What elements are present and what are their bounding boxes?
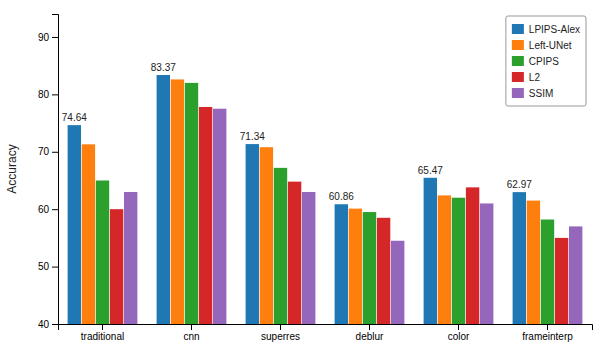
legend-swatch: [512, 24, 524, 34]
bar: [452, 198, 465, 324]
x-tick-mark: [191, 324, 192, 330]
bar: [391, 241, 404, 324]
bar: [157, 75, 170, 324]
y-tick: 40: [38, 319, 58, 330]
bar: [335, 204, 348, 324]
y-tick: 90: [38, 32, 58, 43]
legend-box: [506, 16, 586, 106]
plot-area: 74.64 83.37 71.34 60.86 65.47 62.97 40 50 60 70 80…: [38, 15, 593, 343]
y-tick-mark: [52, 324, 58, 325]
x-tick-label: deblur: [356, 331, 384, 342]
bar: [363, 212, 376, 324]
y-tick-label: 80: [38, 89, 50, 100]
chart: 74.64 83.37 71.34 60.86 65.47 62.97 40 50 60 70 80…: [0, 0, 604, 354]
x-tick-label: cnn: [183, 331, 199, 342]
legend-label: CPIPS: [529, 56, 559, 67]
bars: [68, 75, 583, 324]
x-tick-mark: [102, 324, 103, 330]
y-axis: 40 50 60 70 80 90: [38, 15, 59, 330]
y-tick-label: 90: [38, 32, 50, 43]
bar: [171, 79, 184, 324]
data-label: 74.64: [62, 112, 87, 123]
legend-label: L2: [529, 72, 541, 83]
x-tick: superres: [261, 324, 300, 342]
y-tick-mark: [52, 209, 58, 210]
x-tick-label: color: [448, 331, 470, 342]
bar: [438, 195, 451, 324]
legend-label: SSIM: [529, 88, 553, 99]
y-axis-title: Accuracy: [5, 144, 19, 193]
legend-item: L2: [512, 72, 541, 83]
x-tick-label: traditional: [81, 331, 124, 342]
y-tick: 80: [38, 89, 58, 100]
legend-item: LPIPS-Alex: [512, 24, 580, 35]
bar: [541, 220, 554, 324]
x-tick-mark: [369, 324, 370, 330]
y-tick-mark: [52, 152, 58, 153]
bar: [569, 226, 582, 324]
bar: [555, 238, 568, 324]
bar: [185, 83, 198, 324]
bar: [302, 192, 315, 324]
data-label: 62.97: [507, 179, 532, 190]
bar: [124, 192, 137, 324]
x-tick-mark: [280, 324, 281, 330]
bar: [246, 144, 259, 324]
legend-item: Left-UNet: [512, 40, 572, 51]
bar: [513, 192, 526, 324]
y-axis-line: [52, 15, 59, 325]
legend-swatch: [512, 40, 524, 50]
legend-item: SSIM: [512, 88, 553, 99]
legend-swatch: [512, 56, 524, 66]
data-label: 65.47: [418, 165, 443, 176]
bar: [424, 178, 437, 324]
bar: [480, 203, 493, 324]
y-tick-mark: [52, 267, 58, 268]
legend-swatch: [512, 88, 524, 98]
x-tick-mark: [458, 324, 459, 330]
y-tick-mark: [52, 37, 58, 38]
legend-item: CPIPS: [512, 56, 559, 67]
data-label: 83.37: [151, 62, 176, 73]
y-tick-label: 60: [38, 204, 50, 215]
legend: LPIPS-Alex Left-UNet CPIPS L2 SSIM: [506, 16, 586, 106]
bar: [377, 218, 390, 324]
x-tick-label: superres: [261, 331, 300, 342]
bar: [466, 187, 479, 324]
bar: [260, 147, 273, 324]
bar: [213, 109, 226, 324]
x-tick-label: frameinterp: [522, 331, 573, 342]
bar: [527, 201, 540, 324]
x-tick: deblur: [356, 324, 384, 342]
bar: [96, 180, 109, 324]
x-axis-line: [59, 325, 593, 331]
y-tick-label: 40: [38, 319, 50, 330]
x-tick: cnn: [183, 324, 199, 342]
bar: [274, 168, 287, 324]
y-tick-mark: [52, 94, 58, 95]
bar: [349, 209, 362, 324]
bar: [68, 125, 81, 324]
data-label: 60.86: [329, 191, 354, 202]
legend-label: LPIPS-Alex: [529, 24, 580, 35]
x-tick: color: [448, 324, 470, 342]
legend-label: Left-UNet: [529, 40, 572, 51]
x-axis: traditional cnn superres deblur color framein…: [59, 324, 593, 342]
y-tick-label: 70: [38, 146, 50, 157]
x-tick: frameinterp: [522, 324, 573, 342]
x-tick: traditional: [81, 324, 124, 342]
bar: [288, 182, 301, 324]
bar: [199, 107, 212, 324]
data-label: 71.34: [240, 131, 265, 142]
bar: [82, 144, 95, 324]
y-tick: 60: [38, 204, 58, 215]
bar: [110, 209, 123, 324]
y-tick: 70: [38, 146, 58, 157]
x-tick-mark: [547, 324, 548, 330]
y-tick-label: 50: [38, 261, 50, 272]
legend-swatch: [512, 72, 524, 82]
y-tick: 50: [38, 261, 58, 272]
data-labels: 74.64 83.37 71.34 60.86 65.47 62.97: [62, 62, 532, 202]
